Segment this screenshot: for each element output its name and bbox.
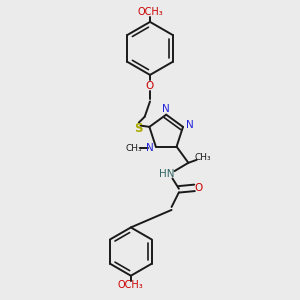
Text: N: N: [186, 120, 193, 130]
Text: OCH₃: OCH₃: [118, 280, 144, 290]
Text: CH₃: CH₃: [125, 144, 142, 153]
Text: O: O: [146, 81, 154, 91]
Text: S: S: [134, 122, 142, 135]
Text: CH₃: CH₃: [194, 153, 211, 162]
Text: HN: HN: [159, 169, 175, 179]
Text: O: O: [194, 183, 202, 193]
Text: N: N: [162, 104, 170, 114]
Text: N: N: [146, 143, 154, 153]
Text: OCH₃: OCH₃: [137, 8, 163, 17]
